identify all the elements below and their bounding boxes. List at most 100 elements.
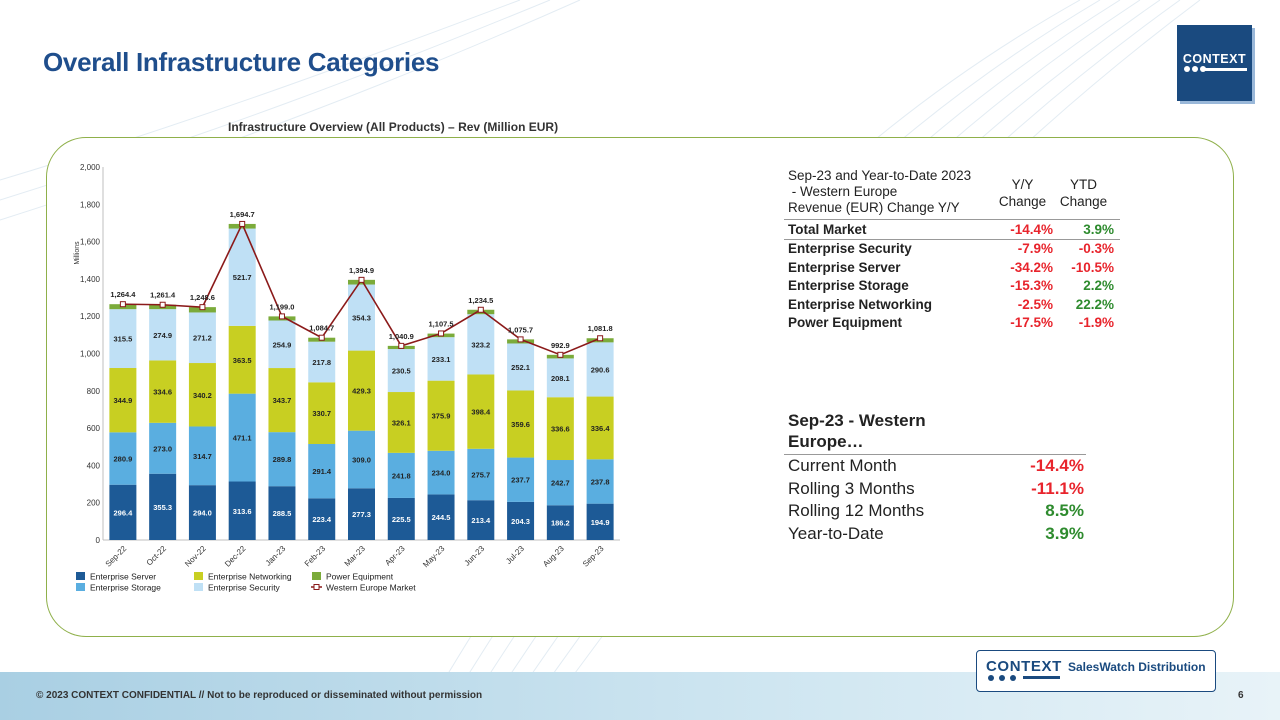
bar-segment: [228, 325, 256, 394]
bar-segment: [308, 382, 336, 444]
bar-value-label: 398.4: [471, 408, 491, 417]
bar-segment: [427, 337, 455, 381]
legend-label: Enterprise Security: [208, 583, 281, 593]
market-value-label: 1,234.5: [468, 296, 493, 305]
description-line: - Western Europe: [788, 184, 898, 199]
market-point: [358, 276, 365, 283]
bar-segment: [546, 505, 574, 540]
bar-segment: [109, 309, 137, 369]
table-row: Enterprise Storage -15.3% 2.2%: [784, 277, 1120, 296]
bar-segment: [546, 397, 574, 461]
market-value-label: 1,075.7: [508, 325, 533, 334]
bar-segment: [188, 363, 216, 427]
bar-segment: [149, 473, 177, 540]
legend-swatch: [76, 583, 85, 591]
summary-title-line: Europe…: [788, 432, 864, 451]
table-row: Enterprise Security -7.9% -0.3%: [784, 240, 1120, 259]
logo-underline: [1205, 68, 1247, 71]
bar-segment: [228, 481, 256, 540]
bar-segment: [387, 349, 415, 393]
revenue-chart: 0 200 400 600 800 1,000 1,200 1,400 1,600 1,800 2,…: [74, 163, 620, 593]
summary-title-line: Sep-23 - Western: [788, 411, 926, 430]
ytd-value: 3.9%: [1083, 221, 1114, 237]
yy-value: -14.4%: [1010, 221, 1053, 237]
bar-value-label: 234.0: [432, 469, 451, 478]
bar-value-label: 223.4: [312, 515, 332, 524]
market-point: [517, 336, 524, 343]
logo-text: CONTEXT: [1182, 52, 1247, 66]
bar-segment: [427, 380, 455, 451]
market-point: [159, 301, 166, 308]
bar-value-label: 204.3: [511, 517, 530, 526]
x-tick-label: Jan-23: [264, 544, 288, 568]
y-tick-label: 1,800: [80, 200, 101, 209]
y-tick-label: 1,400: [80, 275, 101, 284]
bar-value-label: 244.5: [432, 513, 451, 522]
market-point: [239, 220, 246, 227]
legend-swatch: [312, 572, 321, 580]
legend-marker: [313, 584, 320, 590]
market-value-label: 1,694.7: [230, 210, 255, 219]
table-row: Enterprise Networking -2.5% 22.2%: [784, 295, 1120, 314]
page-title: Overall Infrastructure Categories: [43, 47, 440, 77]
bar-value-label: 315.5: [113, 335, 132, 344]
summary-row: Rolling 3 Months -11.1%: [784, 478, 1086, 501]
bar-value-label: 280.9: [113, 455, 132, 464]
logo-dot: [1200, 66, 1206, 72]
bar-value-label: 340.2: [193, 391, 212, 400]
market-value-label: 1,264.4: [110, 290, 136, 299]
bar-value-label: 291.4: [312, 467, 332, 476]
logo-dot: [1184, 66, 1190, 72]
bar-segment: [268, 486, 296, 540]
bar-segment: [507, 457, 535, 502]
bar-segment: [427, 450, 455, 495]
bar-value-label: 275.7: [471, 470, 490, 479]
bar-segment: [586, 503, 614, 540]
bar-segment: [586, 459, 614, 504]
bar-value-label: 471.1: [233, 434, 252, 443]
bar-value-label: 274.9: [153, 331, 172, 340]
x-tick-label: Jul-23: [504, 544, 526, 566]
summary-value: -14.4%: [1030, 456, 1084, 476]
market-value-label: 1,199.0: [269, 302, 294, 311]
market-value-label: 992.9: [551, 341, 570, 350]
summary-label: Rolling 12 Months: [788, 501, 925, 521]
bar-segment: [467, 314, 495, 375]
bar-value-label: 277.3: [352, 510, 371, 519]
legend-label: Enterprise Networking: [208, 572, 292, 582]
bar-segment: [188, 485, 216, 540]
x-tick-label: Apr-23: [383, 544, 407, 568]
footer-logo-dot: [999, 675, 1005, 681]
bar-value-label: 314.7: [193, 452, 212, 461]
bar-segment: [149, 360, 177, 423]
column-header-line: Change: [1059, 194, 1108, 209]
legend-label: Power Equipment: [326, 572, 394, 582]
bar-segment: [228, 393, 256, 482]
market-value-label: 1,261.4: [150, 291, 176, 300]
summary-row: Rolling 12 Months 8.5%: [784, 500, 1086, 523]
x-tick-label: Sep-22: [104, 544, 129, 569]
bar-segment: [188, 312, 216, 364]
market-value-label: 1,394.9: [349, 266, 374, 275]
bar-value-label: 288.5: [273, 509, 292, 518]
bar-segment: [507, 501, 535, 540]
footer-confidential: © 2023 CONTEXT CONFIDENTIAL // Not to be…: [36, 690, 483, 701]
yy-value: -7.9%: [1017, 241, 1053, 257]
row-label: Enterprise Security: [788, 241, 912, 257]
yy-column-header: Y/Y Change: [992, 168, 1053, 216]
bar-value-label: 230.5: [392, 367, 411, 376]
bar-value-label: 363.5: [233, 356, 252, 365]
bar-value-label: 344.9: [113, 396, 132, 405]
y-tick-label: 1,000: [80, 350, 101, 359]
bar-value-label: 336.6: [551, 425, 570, 434]
legend-label: Enterprise Server: [90, 572, 156, 582]
market-value-label: 1,081.8: [588, 324, 613, 333]
bar-segment: [387, 452, 415, 498]
bar-value-label: 355.3: [153, 503, 172, 512]
bar-segment: [268, 432, 296, 487]
summary-label: Current Month: [788, 456, 897, 476]
footer-brand: CONTEXT: [986, 658, 1062, 675]
bar-segment: [507, 390, 535, 458]
market-point: [477, 306, 484, 313]
table-row: Total Market -14.4% 3.9%: [784, 220, 1120, 240]
